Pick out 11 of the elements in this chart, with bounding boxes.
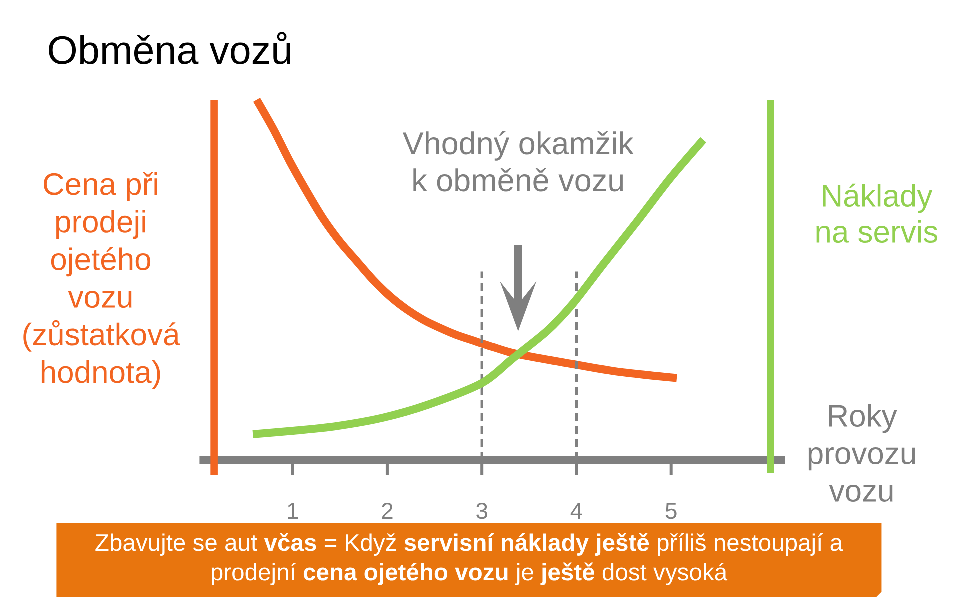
text: Zbavujte se aut včas = Když servisní náklady ještě příliš nestoupají a prodejní cena ojetého vozu je ještě dost vysoká [96, 533, 844, 586]
chart-title: Obměna vozů [49, 32, 290, 64]
x-tick-label: 5 [666, 503, 677, 520]
x-tick-label: 2 [382, 502, 393, 520]
x-tick-label: 3 [476, 502, 488, 520]
y-axis-title: Cena při prodeji ojetého vozu (zůstatková hodnota) [24, 172, 180, 390]
x-axis-title: Roky provozu vozu [808, 404, 916, 502]
x-tick-label: 4 [570, 503, 582, 520]
x-tick-label: 1 [288, 503, 298, 520]
annotation: Vhodný okamžik k obměně vozu [402, 131, 634, 192]
y2-axis-title: Náklady na servis [816, 184, 938, 243]
